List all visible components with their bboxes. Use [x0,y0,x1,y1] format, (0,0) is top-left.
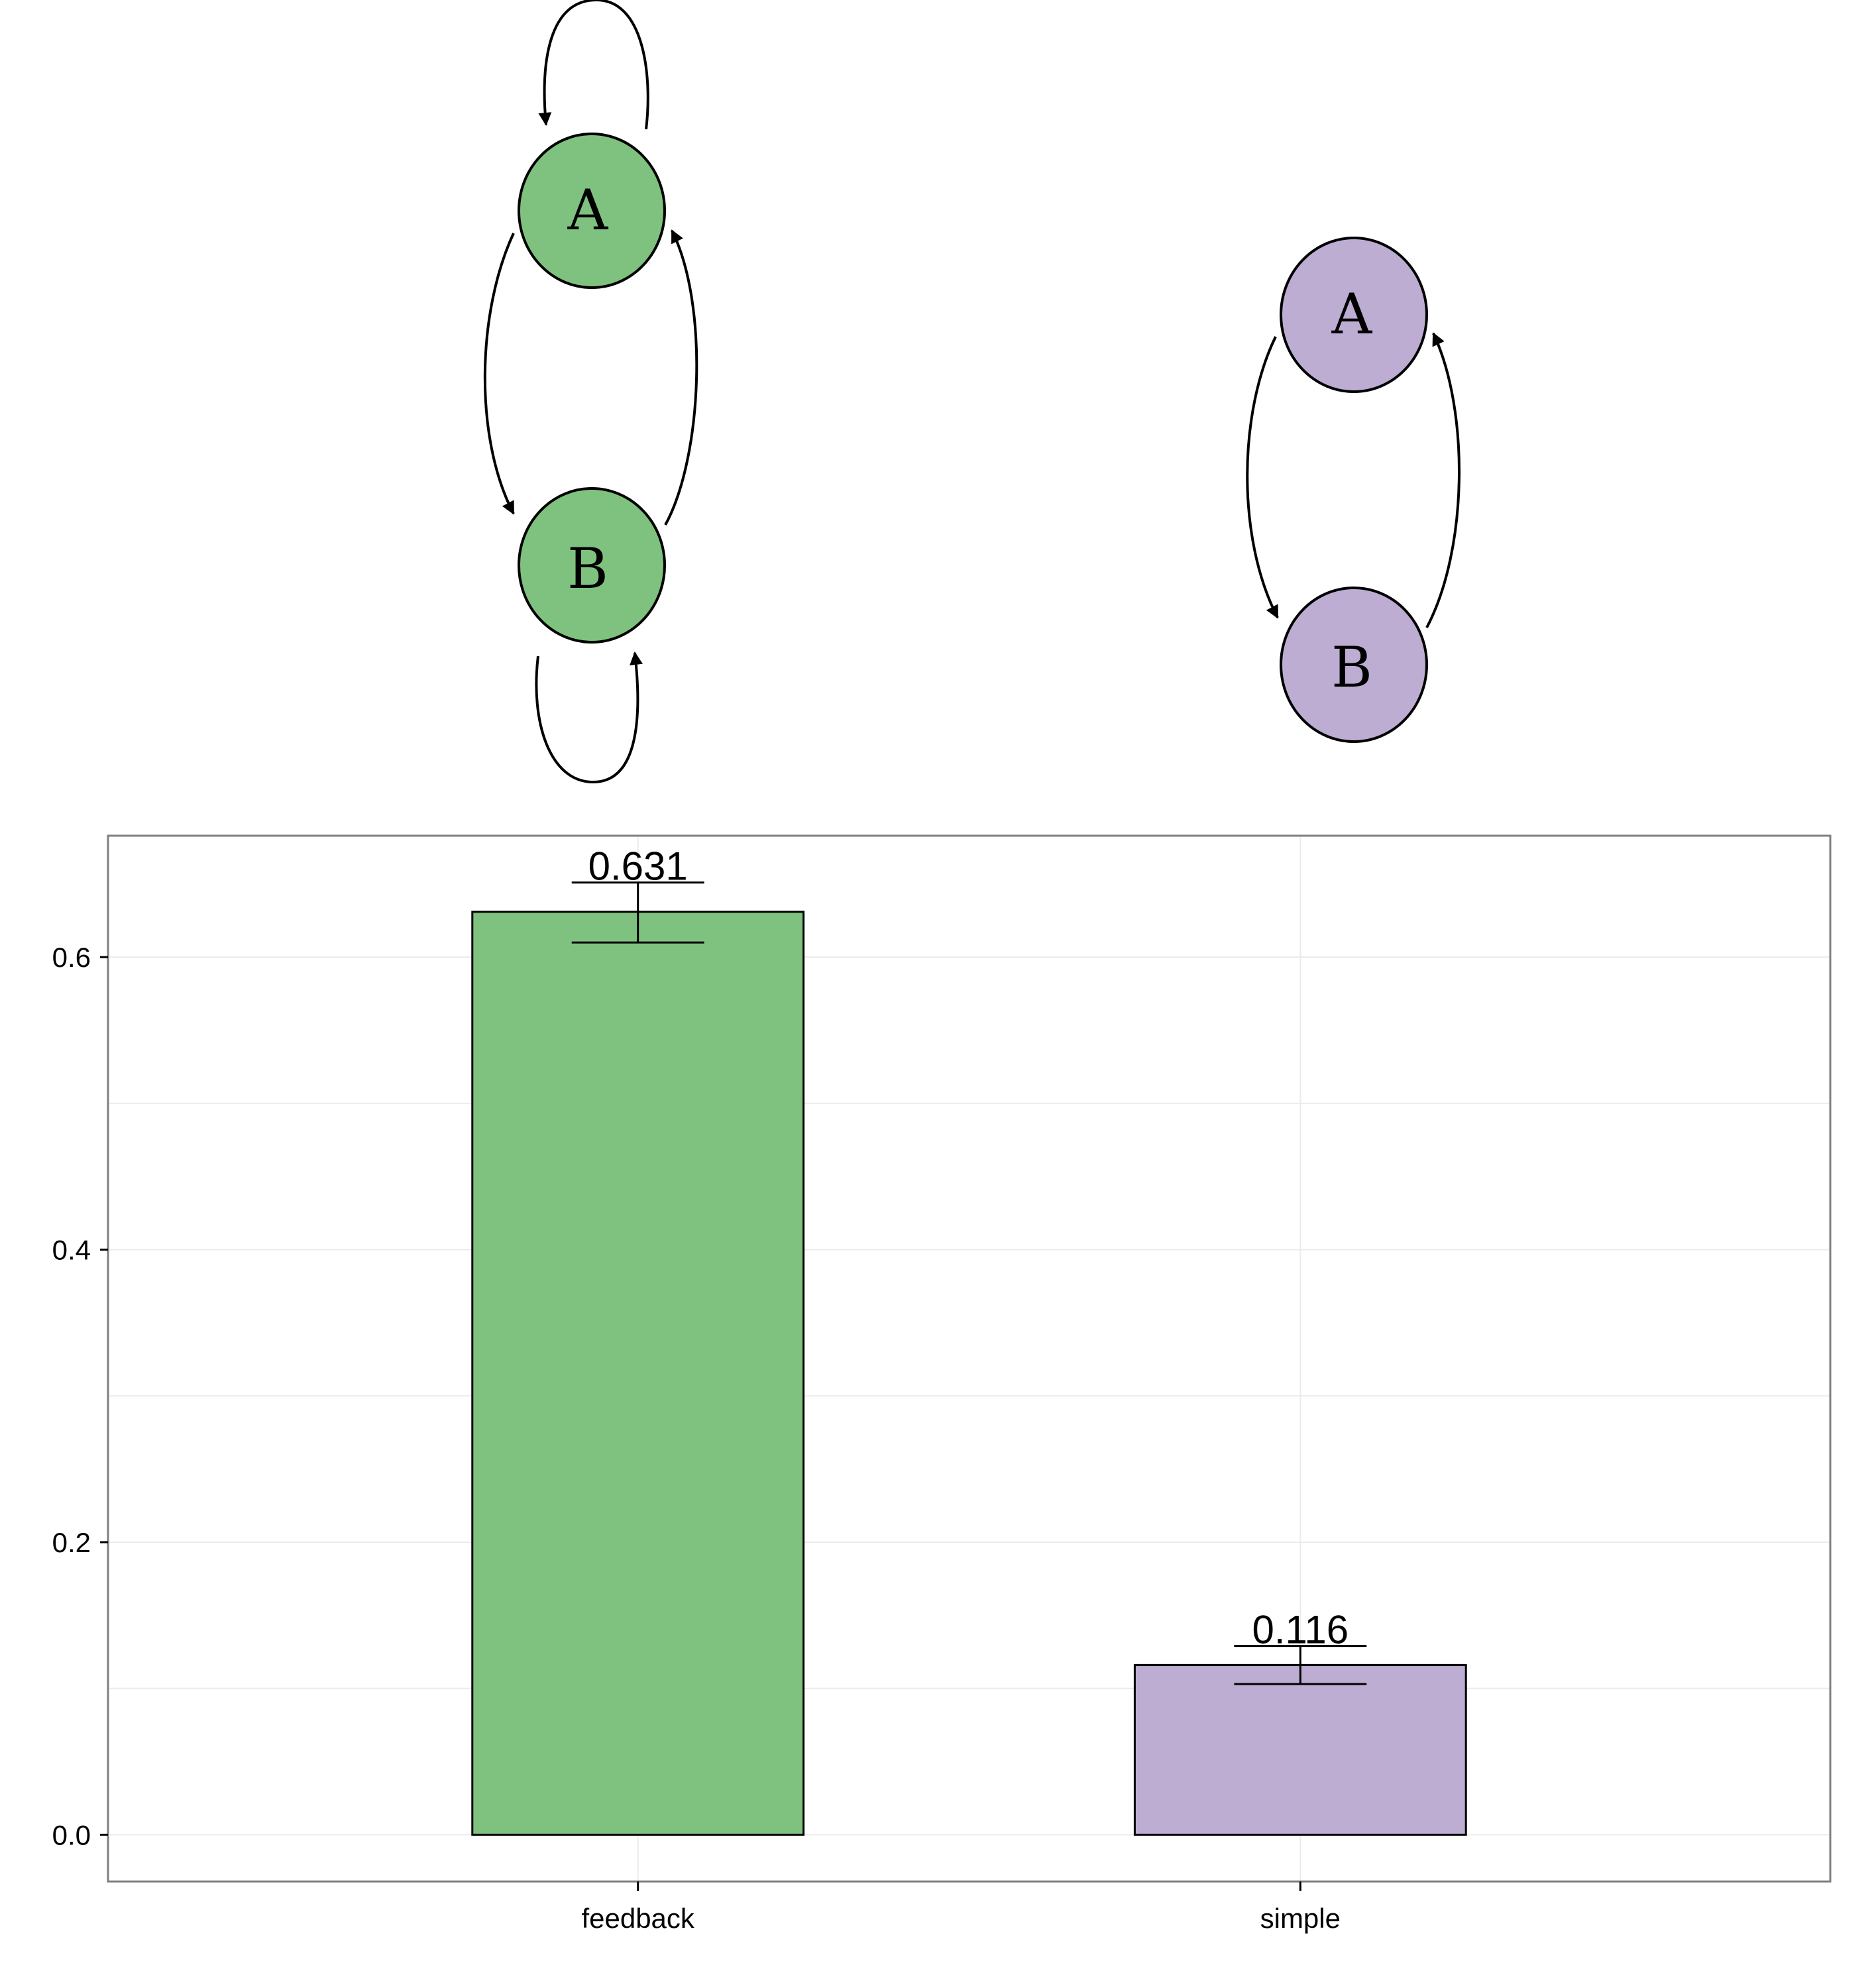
x-tick-label: feedback [581,1903,694,1934]
node-circle [1280,237,1428,393]
x-axis: feedback simple [581,1882,1341,1934]
grid [108,836,1830,1882]
y-tick-label: 0.4 [52,1235,91,1266]
node-label: B [1331,635,1372,700]
node-circle [518,487,666,644]
node-b-feedback: B [518,487,666,644]
x-tick-label: simple [1260,1903,1341,1934]
data-labels: 0.631 0.116 [588,844,1349,1652]
data-label: 0.116 [1252,1608,1349,1652]
bar-chart: 0.631 0.116 0.0 0.2 0.4 0.6 feedback simple [52,834,1832,1934]
node-a-simple: A [1280,237,1428,393]
y-tick-label: 0.6 [52,942,91,973]
diagram-simple: A B [1246,237,1461,743]
node-circle [518,133,666,289]
node-a-feedback: A [518,133,666,289]
bar-feedback [471,911,805,1836]
error-bars [571,881,1367,1685]
data-label: 0.631 [588,844,688,889]
node-label: A [1331,282,1373,347]
node-circle [1280,587,1428,743]
node-b-simple: B [1280,587,1428,743]
edge-b-to-a [664,229,698,526]
edge-a-to-a-loop [538,0,649,130]
bar-simple [1133,1663,1467,1836]
edge-b-to-a [1425,332,1461,628]
node-label: B [567,536,608,601]
y-tick-label: 0.0 [52,1819,91,1850]
edge-a-to-b [1246,336,1279,619]
edge-a-to-b [483,233,515,515]
edge-b-to-b-loop [535,651,643,784]
y-axis: 0.0 0.2 0.4 0.6 [52,942,108,1850]
panel-border [107,834,1832,1883]
node-label: A [567,178,609,243]
diagram-feedback: A B [483,0,698,784]
y-tick-label: 0.2 [52,1527,91,1558]
bars [471,911,1467,1836]
